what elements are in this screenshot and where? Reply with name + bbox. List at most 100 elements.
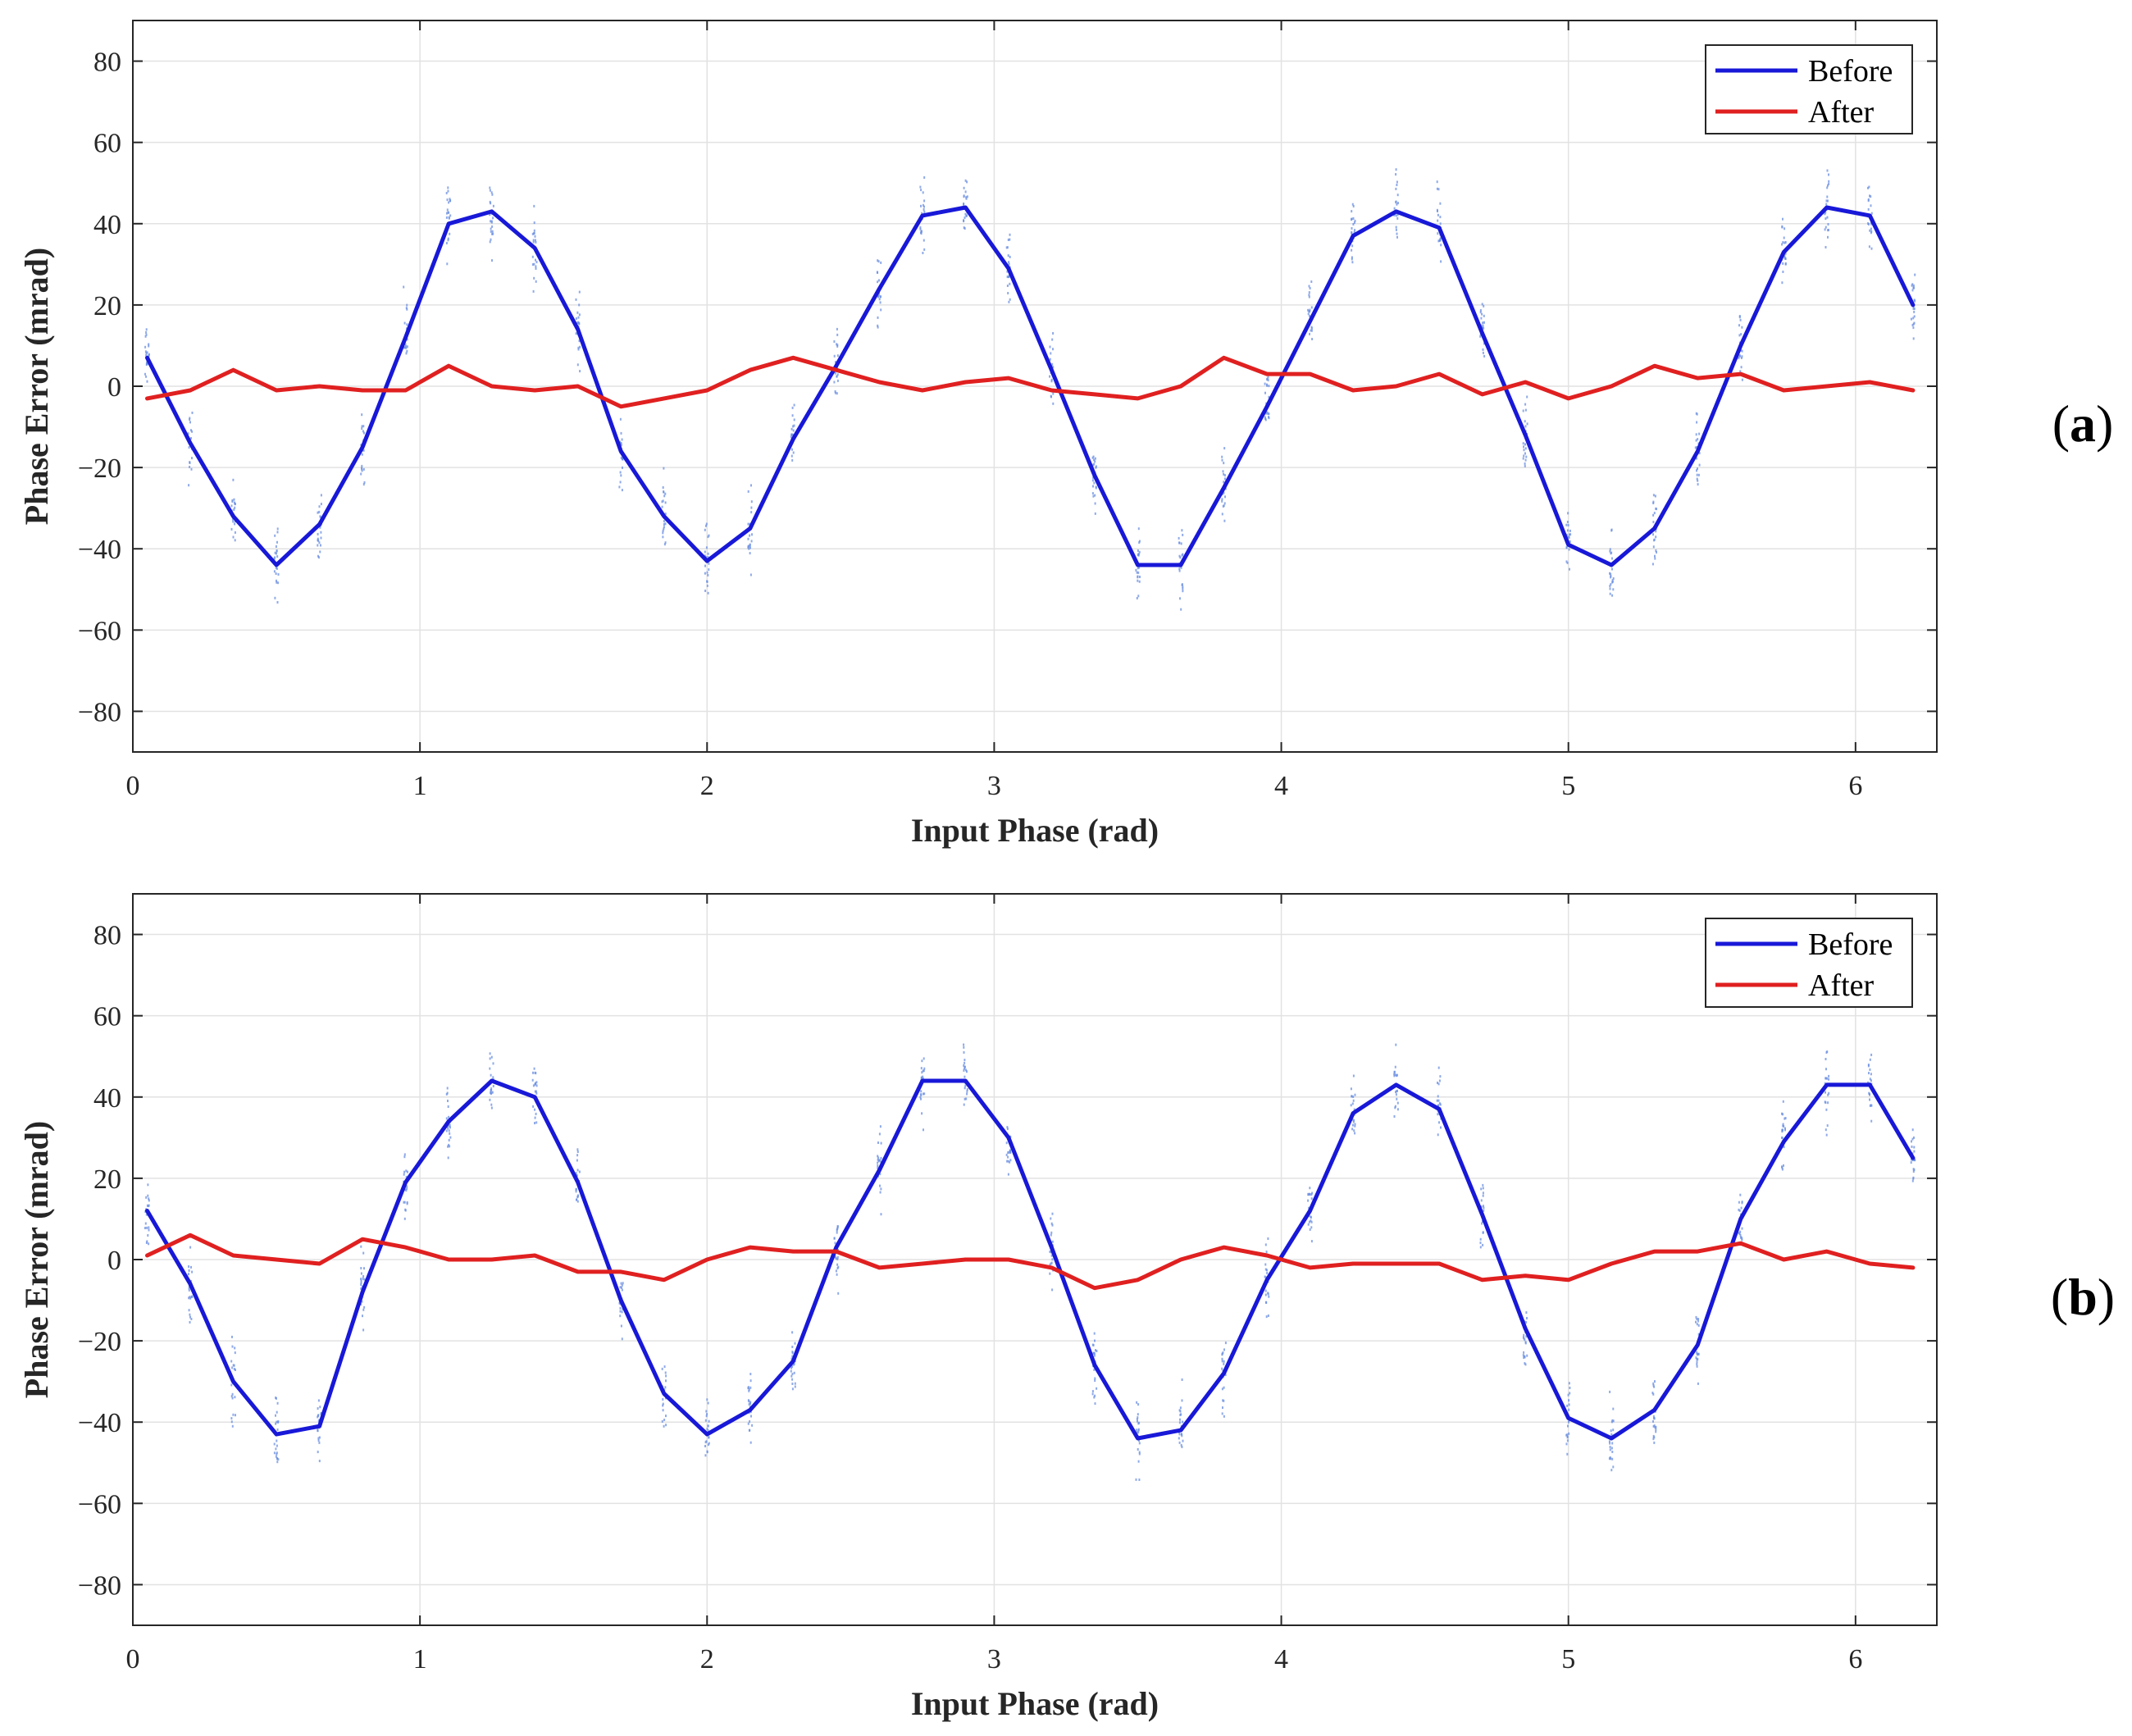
sample-point <box>1869 1078 1871 1081</box>
sample-point <box>1224 1342 1227 1345</box>
x-tick-label: 3 <box>987 1644 1001 1674</box>
sample-point <box>1178 536 1180 540</box>
sample-point <box>706 584 708 587</box>
sample-point <box>1393 213 1396 216</box>
sample-point <box>1050 395 1052 399</box>
sample-point <box>362 425 365 428</box>
sample-point <box>1223 1399 1225 1402</box>
sample-point <box>403 1201 406 1204</box>
sample-point <box>234 539 236 542</box>
y-tick-label: 40 <box>93 1083 121 1114</box>
sample-point <box>1697 483 1699 486</box>
sample-point <box>749 546 751 549</box>
sample-point <box>920 232 922 235</box>
sample-point <box>963 1043 965 1046</box>
sample-point <box>620 1324 622 1328</box>
sample-point <box>1655 549 1657 552</box>
sample-point <box>363 481 366 484</box>
sample-point <box>1824 1077 1827 1080</box>
sample-point <box>489 213 491 216</box>
sample-point <box>792 1363 795 1366</box>
sample-point <box>704 528 706 531</box>
sample-point <box>576 1196 579 1199</box>
sample-point <box>144 1227 146 1229</box>
sample-point <box>234 1351 236 1355</box>
sample-point <box>531 255 534 258</box>
sample-point <box>1824 246 1827 248</box>
sample-point <box>1221 499 1223 503</box>
sample-point <box>922 1069 925 1073</box>
sample-point <box>920 1094 922 1096</box>
sample-point <box>620 442 622 445</box>
sample-point <box>1352 1074 1355 1078</box>
sample-point <box>1008 261 1010 264</box>
sample-point <box>1051 338 1054 341</box>
sample-point <box>1396 1074 1398 1078</box>
sample-point <box>148 1242 150 1246</box>
sample-point <box>447 237 449 240</box>
sample-point <box>1697 479 1699 482</box>
sample-point <box>148 1197 150 1201</box>
sample-point <box>490 1073 492 1077</box>
sample-point <box>147 1234 149 1237</box>
sample-point <box>1221 513 1223 516</box>
chart-panel-a: 0 1 2 3 4 5 6 80 60 40 20 0 −20 −40 −60 −80 Input Phase… <box>18 20 2113 849</box>
sample-point <box>145 1213 148 1216</box>
sample-point <box>1181 529 1183 532</box>
sample-point <box>403 1217 406 1220</box>
sample-point <box>1008 300 1010 303</box>
sample-point <box>273 557 276 560</box>
sample-point <box>705 524 707 527</box>
sample-point <box>1655 530 1657 533</box>
sample-point <box>1095 1349 1096 1352</box>
sample-point <box>1308 291 1310 294</box>
sample-point <box>1093 458 1096 462</box>
sample-point <box>532 240 535 244</box>
sample-point <box>231 1392 234 1396</box>
sample-point <box>664 1386 667 1389</box>
sample-point <box>1828 1091 1830 1095</box>
sample-point <box>920 189 922 192</box>
sample-point <box>1049 1272 1051 1275</box>
sample-point <box>1695 1356 1697 1360</box>
sample-point <box>1178 1441 1181 1444</box>
sample-point <box>877 259 879 262</box>
sample-point <box>1483 1206 1485 1210</box>
sample-point <box>1222 1399 1224 1402</box>
sample-point <box>1267 1292 1269 1295</box>
sample-point <box>621 1286 622 1289</box>
sample-point <box>1136 1431 1138 1434</box>
sample-point <box>1224 477 1226 481</box>
sample-point <box>1178 554 1181 558</box>
sample-point <box>575 1172 577 1175</box>
sample-point <box>1181 554 1183 557</box>
sample-point <box>1223 519 1226 522</box>
sample-point <box>1524 1362 1526 1365</box>
sample-point <box>1182 590 1184 593</box>
sample-point <box>146 351 148 354</box>
x-tick-label: 4 <box>1274 771 1288 801</box>
sample-point <box>1354 229 1356 232</box>
sample-point <box>1784 241 1787 244</box>
sample-point <box>145 330 148 334</box>
sample-point <box>317 1429 319 1433</box>
sample-point <box>1437 1113 1439 1116</box>
sample-point <box>1912 284 1915 287</box>
sample-point <box>1050 1231 1053 1234</box>
sample-point <box>791 1351 794 1355</box>
sample-point <box>1783 1146 1785 1149</box>
sample-point <box>276 1420 278 1424</box>
sample-point <box>1221 458 1223 462</box>
sample-point <box>144 372 146 376</box>
sample-point <box>189 1296 191 1299</box>
sample-point <box>963 1064 965 1067</box>
sample-point <box>1310 1226 1313 1229</box>
sample-point <box>750 1415 752 1418</box>
x-tick-label: 6 <box>1848 1644 1862 1674</box>
sample-point <box>750 506 753 509</box>
sample-point <box>880 1160 882 1164</box>
sample-point <box>1049 358 1051 361</box>
sample-point <box>662 1398 664 1401</box>
sample-point <box>1611 594 1614 597</box>
sample-point <box>1739 1193 1742 1196</box>
